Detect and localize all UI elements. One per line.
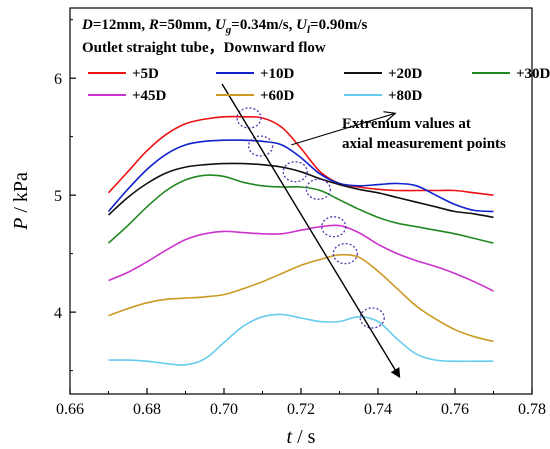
legend: +5D +10D +20D +30D +45D +60D +80D [88,66,550,104]
legend-item: +5D [88,66,159,82]
legend-label: +30D [516,66,550,82]
legend-label: +80D [388,88,423,104]
legend-item: +30D [472,66,550,82]
series-line-plus-5d [107,115,494,196]
trend-arrow [221,83,401,379]
trend-arrows [221,83,401,379]
x-axis-title: t / s [287,426,316,448]
y-axis-title: P / kPa [10,172,32,231]
axis-ticks: 0.66 0.68 0.70 0.72 0.74 0.76 0.78 4 5 6 [54,19,546,418]
extremum-marker [236,107,262,129]
condition-line: Outlet straight tube，Downward flow [82,40,326,56]
extremum-markers [236,107,385,329]
extremum-marker [247,135,274,157]
x-tick-label: 0.78 [518,401,546,418]
series-line-plus-10d [107,139,494,213]
legend-item: +45D [88,88,167,104]
x-tick-label: 0.66 [56,401,84,418]
legend-item: +10D [216,66,295,82]
y-tick-label: 6 [54,71,62,88]
series-line-plus-80d [108,313,494,366]
legend-label: +10D [260,66,295,82]
x-tick-label: 0.72 [287,401,315,418]
series-layer [107,115,494,366]
y-tick-label: 4 [54,305,62,322]
x-tick-label: 0.74 [364,401,392,418]
series-line-plus-20d [107,162,494,219]
annotation-line-2: axial measurement points [342,136,506,152]
annotation-line-1: Extremum values at [342,116,471,132]
x-tick-label: 0.68 [133,401,161,418]
legend-item: +20D [344,66,423,82]
legend-label: +5D [132,66,159,82]
legend-item: +60D [216,88,295,104]
x-tick-label: 0.70 [210,401,238,418]
extremum-marker [332,242,358,265]
series-line-plus-60d [108,253,494,343]
x-tick-label: 0.76 [441,401,469,418]
extremum-marker [305,178,331,200]
extremum-marker [359,307,385,329]
extremum-marker [321,216,347,238]
info-line: D=12mm, R=50mm, Ug=0.34m/s, Ul=0.90m/s [81,17,367,36]
legend-item: +80D [344,88,423,104]
annotation-arrow [291,113,395,146]
extremum-marker [282,161,308,183]
series-line-plus-30d [107,174,494,244]
y-tick-label: 5 [54,188,62,205]
series-line-plus-45d [108,224,494,292]
legend-label: +60D [260,88,295,104]
legend-label: +20D [388,66,423,82]
legend-label: +45D [132,88,167,104]
